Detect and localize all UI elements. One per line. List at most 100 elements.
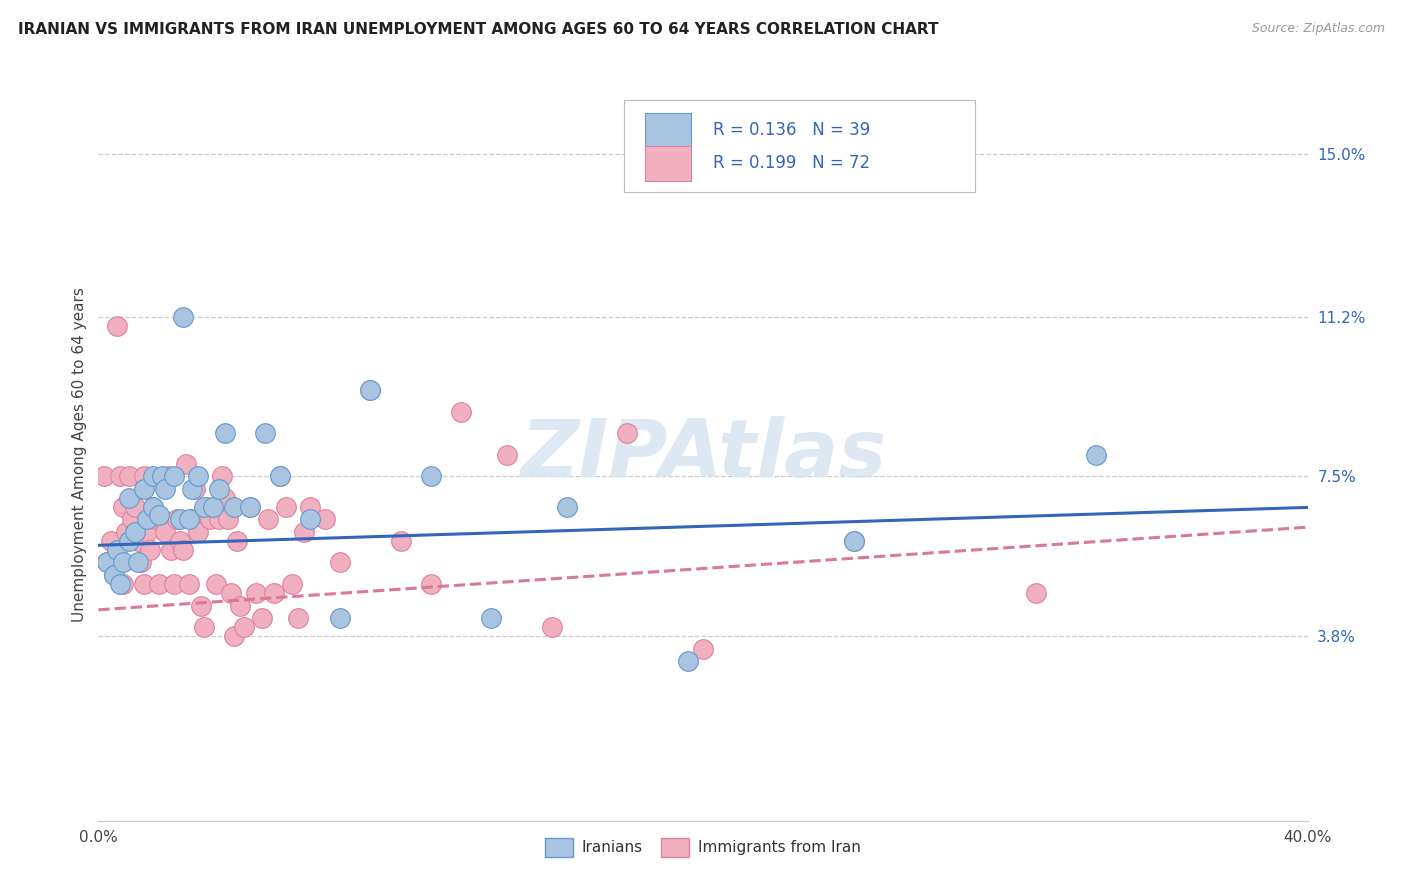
Point [121, 512, 143, 526]
Point [692, 641, 714, 656]
Point [174, 457, 197, 471]
Point [166, 512, 188, 526]
Point [214, 426, 236, 441]
Point [105, 318, 128, 333]
Point [269, 469, 291, 483]
Point [160, 542, 183, 557]
Point [208, 483, 231, 497]
Point [214, 491, 236, 505]
Point [135, 525, 157, 540]
Point [132, 483, 155, 497]
Point [96, 556, 118, 570]
Point [179, 512, 201, 526]
Point [156, 469, 179, 483]
Text: Source: ZipAtlas.com: Source: ZipAtlas.com [1251, 22, 1385, 36]
Point [299, 512, 322, 526]
Point [263, 585, 285, 599]
Point [253, 426, 276, 441]
Point [229, 599, 252, 613]
Bar [645, 145, 690, 180]
Point [124, 525, 146, 540]
Point [292, 525, 315, 540]
Point [103, 568, 125, 582]
Point [495, 448, 517, 462]
Point [129, 556, 152, 570]
Point [145, 512, 167, 526]
Point [555, 500, 578, 514]
Point [111, 500, 134, 514]
Point [105, 542, 128, 557]
Point [118, 491, 141, 505]
Point [190, 599, 212, 613]
Point [108, 577, 131, 591]
Point [360, 384, 382, 398]
Point [202, 500, 225, 514]
Point [314, 512, 336, 526]
Point [205, 577, 228, 591]
Point [287, 611, 309, 625]
Point [256, 512, 278, 526]
Point [111, 577, 134, 591]
Point [132, 469, 155, 483]
Point [676, 655, 699, 669]
Point [360, 384, 382, 398]
Point [181, 483, 204, 497]
Point [132, 577, 155, 591]
Point [844, 533, 866, 548]
Point [217, 512, 239, 526]
Point [844, 533, 866, 548]
Point [281, 577, 304, 591]
Point [193, 500, 215, 514]
Point [211, 469, 233, 483]
Point [420, 469, 443, 483]
Point [616, 426, 638, 441]
Point [389, 533, 412, 548]
Point [195, 500, 218, 514]
Point [118, 533, 141, 548]
Point [450, 405, 472, 419]
Point [179, 577, 201, 591]
Text: IRANIAN VS IMMIGRANTS FROM IRAN UNEMPLOYMENT AMONG AGES 60 TO 64 YEARS CORRELATI: IRANIAN VS IMMIGRANTS FROM IRAN UNEMPLOY… [18, 22, 939, 37]
Point [224, 629, 246, 643]
Point [208, 512, 231, 526]
Point [135, 512, 157, 526]
Point [540, 620, 562, 634]
Point [250, 611, 273, 625]
Bar [645, 112, 690, 148]
Point [127, 533, 149, 548]
Point [224, 500, 246, 514]
Legend: Iranians, Immigrants from Iran: Iranians, Immigrants from Iran [537, 830, 869, 864]
Point [139, 542, 162, 557]
Point [111, 556, 134, 570]
Point [232, 620, 254, 634]
FancyBboxPatch shape [624, 100, 976, 192]
Point [153, 525, 176, 540]
Y-axis label: Unemployment Among Ages 60 to 64 years: Unemployment Among Ages 60 to 64 years [72, 287, 87, 623]
Point [142, 500, 165, 514]
Point [169, 512, 191, 526]
Point [153, 483, 176, 497]
Point [420, 577, 443, 591]
Point [163, 469, 186, 483]
Point [481, 611, 503, 625]
Point [1024, 585, 1046, 599]
Point [200, 512, 222, 526]
Point [1085, 448, 1108, 462]
Point [221, 585, 243, 599]
Text: ZIPAtlas: ZIPAtlas [520, 416, 886, 494]
Point [193, 620, 215, 634]
Point [103, 568, 125, 582]
Point [184, 483, 207, 497]
Point [269, 469, 291, 483]
Point [172, 542, 194, 557]
Point [100, 533, 122, 548]
Point [142, 500, 165, 514]
Point [150, 469, 173, 483]
Point [245, 585, 267, 599]
Point [114, 525, 136, 540]
Point [118, 469, 141, 483]
Point [142, 469, 165, 483]
Point [93, 469, 115, 483]
Point [163, 577, 186, 591]
Point [187, 469, 209, 483]
